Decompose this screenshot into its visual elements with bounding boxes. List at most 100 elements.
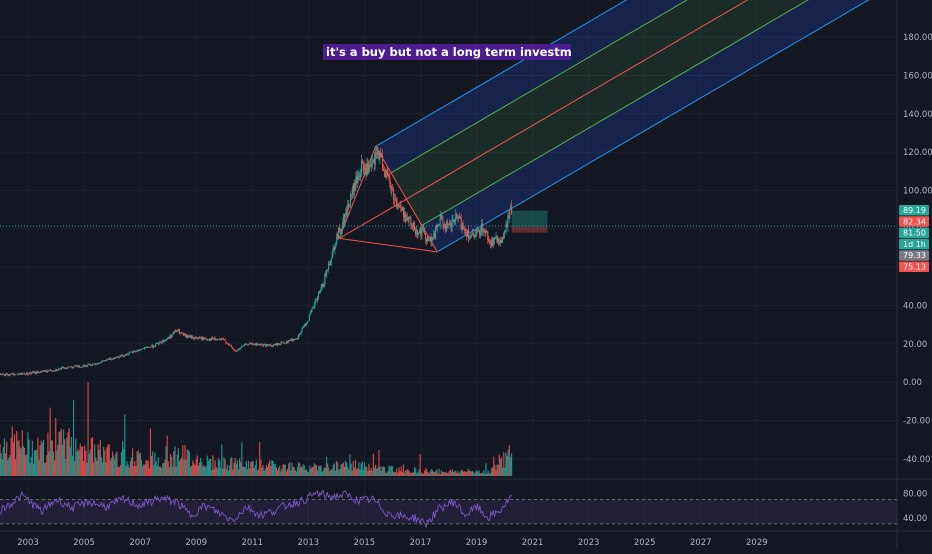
volume-bar	[46, 455, 48, 476]
volume-bar	[196, 455, 198, 476]
price-candle	[100, 362, 102, 364]
volume-bar	[244, 467, 246, 476]
volume-bar	[222, 468, 224, 476]
volume-bar	[339, 468, 341, 476]
volume-bar	[135, 466, 137, 476]
volume-bar	[300, 466, 302, 476]
volume-bar	[1, 459, 3, 476]
price-candle	[313, 306, 315, 308]
price-candle	[407, 218, 409, 221]
volume-bar	[319, 465, 321, 476]
volume-bar	[372, 453, 374, 476]
volume-bar	[147, 460, 149, 476]
price-candle	[476, 229, 478, 234]
volume-bar	[18, 439, 20, 476]
price-candle	[53, 370, 55, 372]
price-candle	[31, 372, 33, 374]
price-candle	[216, 339, 218, 340]
price-candle	[40, 370, 42, 373]
price-candle	[12, 373, 14, 375]
price-candle	[508, 215, 510, 218]
price-candle	[256, 344, 258, 346]
volume-bar	[202, 466, 204, 476]
pitchfork-median-line[interactable]	[338, 0, 897, 239]
volume-bar	[309, 465, 311, 476]
pitchfork-lower-inner-line[interactable]	[421, 0, 897, 226]
price-candle	[488, 240, 490, 243]
price-candle	[1, 374, 3, 375]
price-candle	[267, 344, 269, 346]
volume-bar	[314, 464, 317, 476]
volume-bar	[453, 471, 455, 476]
price-candle	[188, 335, 190, 338]
volume-bar	[265, 465, 267, 476]
volume-bar	[231, 457, 233, 476]
price-candle	[420, 228, 422, 237]
price-candle	[416, 229, 418, 235]
volume-bar	[402, 464, 405, 476]
pitchfork-upper-line[interactable]	[375, 0, 897, 147]
volume-bar	[426, 469, 428, 476]
price-candle	[130, 351, 132, 353]
volume-bar	[490, 468, 493, 476]
time-tick-label: 2021	[522, 538, 544, 548]
volume-bar	[118, 466, 120, 476]
price-candle	[128, 352, 130, 355]
price-candle	[225, 341, 227, 344]
volume-bar	[82, 461, 85, 476]
volume-bar	[146, 461, 148, 476]
pitchfork-lower-zone	[421, 0, 869, 252]
volume-bar	[478, 470, 480, 476]
volume-bar	[57, 444, 59, 476]
annotation-note[interactable]: it's a buy but not a long term investmen…	[323, 44, 571, 60]
last-value-label: 1d 1h	[903, 240, 926, 249]
volume-bar	[201, 461, 203, 476]
price-candle	[372, 159, 374, 163]
pitchfork-lower-line[interactable]	[437, 0, 897, 253]
volume-bar	[337, 462, 339, 476]
price-candle	[15, 373, 17, 375]
volume-bar	[0, 444, 1, 476]
price-candle	[56, 369, 58, 371]
volume-bar	[140, 459, 143, 476]
volume-bar	[223, 457, 225, 476]
volume-bar	[52, 451, 55, 476]
price-candle	[155, 344, 157, 347]
price-candle	[388, 176, 390, 178]
volume-bar	[389, 467, 391, 476]
volume-bar	[407, 468, 409, 476]
price-candle	[170, 334, 172, 338]
volume-bar	[332, 464, 334, 476]
volume-bar	[283, 464, 285, 476]
price-candle	[287, 340, 289, 343]
pitchfork-upper-inner-line[interactable]	[390, 0, 897, 174]
price-candle	[351, 187, 353, 195]
price-candle	[120, 355, 122, 357]
volume-bar	[156, 465, 158, 476]
price-candle	[187, 337, 190, 338]
volume-bar	[242, 466, 244, 476]
volume-bar	[191, 465, 193, 476]
volume-bar	[459, 471, 461, 476]
volume-bar	[200, 458, 202, 476]
volume-bar	[475, 471, 477, 476]
volume-bar	[22, 446, 25, 476]
volume-bar	[65, 459, 67, 476]
price-candle	[230, 345, 233, 347]
price-candle	[265, 345, 267, 347]
price-candle	[495, 236, 497, 238]
price-candle	[506, 223, 508, 228]
volume-bar	[213, 469, 215, 476]
price-candle	[481, 224, 483, 232]
price-candle	[510, 206, 512, 210]
volume-bar	[341, 463, 343, 476]
volume-bar	[380, 470, 382, 476]
price-candle	[95, 363, 97, 365]
volume-bar	[429, 471, 431, 476]
price-candle	[310, 311, 312, 313]
price-candle	[266, 344, 268, 346]
volume-bar	[253, 467, 255, 476]
volume-bar	[268, 463, 270, 476]
price-candle	[25, 372, 28, 374]
